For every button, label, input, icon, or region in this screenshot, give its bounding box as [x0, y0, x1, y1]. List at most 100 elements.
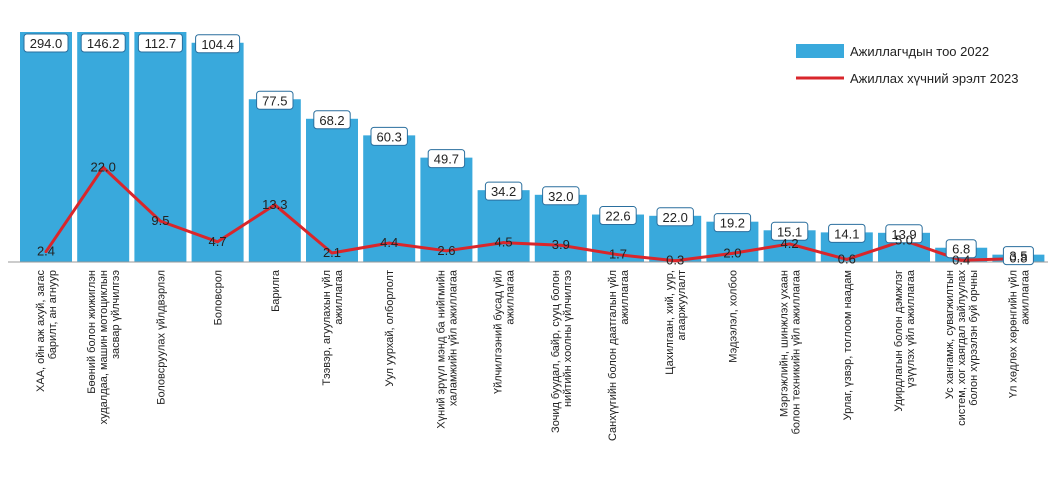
bar-data-label: 6.8 [945, 239, 977, 259]
bar-data-label-text: 60.3 [377, 129, 402, 144]
x-tick-label: Боловсрол [213, 270, 225, 325]
x-tick-label: Цахилгаан, хий, уур,агааржуулалт [664, 270, 688, 375]
x-tick-label: Зочид буудал, байр, сууц болоннийтийн хо… [550, 270, 574, 433]
bar-data-label-box [195, 34, 241, 54]
bar-data-label-text: 14.1 [834, 226, 859, 241]
x-tick-label: Хүний эрүүл мэнд ба нийгмийнхаламжийн үй… [435, 269, 459, 429]
bar-data-label: 104.4 [195, 34, 241, 54]
bar-data-label-text: 68.2 [319, 113, 344, 128]
line-point [673, 259, 677, 263]
bar-data-label-text: 146.2 [87, 36, 120, 51]
line-point [730, 251, 734, 255]
bar [248, 99, 301, 262]
x-tick-label: Үйлчилгээний бусад үйлажиллагаа [493, 269, 517, 394]
x-tick-label: ХАА, ойн аж ахуй, загасбарилт, ан агнуур [35, 270, 59, 392]
bar-data-label-box [1002, 246, 1034, 266]
bar-data-label: 60.3 [370, 126, 408, 146]
bar-data-label-box [656, 207, 694, 227]
bar-data-label: 34.2 [484, 181, 523, 201]
bar-data-label-text: 34.2 [491, 184, 516, 199]
line-data-label: 4.5 [495, 235, 513, 250]
line-data-label: 0.8 [1009, 251, 1027, 266]
line-point [216, 240, 220, 244]
bar-data-label-text: 294.0 [30, 36, 63, 51]
bar-series [20, 32, 1045, 263]
line-path [44, 165, 1019, 263]
line-point [330, 251, 334, 255]
bar-data-labels: 294.0 146.2 112.7 104.4 77.5 68.2 60.3 49.7 34.2… [23, 33, 1034, 266]
bar-data-label-box [599, 206, 637, 226]
bar-data-label-box [137, 33, 183, 53]
line-point [502, 241, 506, 245]
bar-data-label: 13.9 [885, 224, 923, 244]
line-data-label: 2.6 [437, 243, 455, 258]
x-tick-label: Ус хангамж, сувагжилтынсистем, хог хаягд… [944, 270, 980, 426]
x-tick-label: Барилга [270, 269, 282, 312]
bar-data-label-box [23, 33, 69, 53]
legend-swatch-bar [796, 44, 844, 58]
line-data-label: 2.1 [323, 245, 341, 260]
bar [306, 118, 358, 262]
bar-data-label-box [484, 181, 523, 201]
bar-data-label-text: 22.6 [605, 209, 630, 224]
line-data-label: 0.4 [952, 252, 970, 267]
bar-data-label: 14.1 [828, 223, 866, 243]
line-data-label: 4.4 [380, 235, 398, 250]
line-point [44, 250, 48, 254]
line-series [44, 165, 1020, 263]
bar-data-label: 3.5 [1002, 246, 1034, 266]
line-point [101, 165, 105, 169]
line-point [959, 258, 963, 262]
bar-data-label-text: 15.1 [777, 224, 802, 239]
bar-data-label-text: 112.7 [145, 36, 177, 51]
x-tick-label: Мэдээлэл, холбоо [727, 270, 739, 363]
bar [420, 157, 473, 262]
bar-data-label-box [828, 223, 866, 243]
bar-data-label-box [945, 239, 977, 259]
line-data-label: 0.6 [838, 251, 856, 266]
bar-data-label-box [713, 213, 752, 233]
x-tick-label: Үл хөдлөх хөрөнгийн үйлажиллагаа [1007, 269, 1031, 398]
bar-data-label-text: 6.8 [952, 242, 970, 257]
bar-data-label-text: 22.0 [663, 210, 688, 225]
bar [363, 135, 416, 262]
bar-data-label: 22.6 [599, 206, 637, 226]
line-data-label: 13.3 [262, 197, 287, 212]
line-point [158, 219, 162, 223]
line-data-label: 4.7 [209, 234, 227, 249]
line-point [444, 249, 448, 253]
bar-data-label-box [885, 224, 923, 244]
bar-data-label: 68.2 [313, 110, 351, 130]
bar-data-label-text: 32.0 [548, 189, 573, 204]
bar-data-label-box [370, 126, 408, 146]
x-tick-label: Удирдлагын болон дэмжлэгүзүүлэх үйл ажил… [893, 269, 917, 412]
line-data-label: 4.2 [781, 236, 799, 251]
line-data-label: 1.7 [609, 247, 627, 262]
x-tick-label: Санхүүгийн болон даатгалын үйлажиллагаа [607, 269, 631, 441]
x-tick-label: Боловсруулах үйлдвэрлэл [155, 270, 167, 405]
bar-data-label: 146.2 [80, 33, 126, 53]
line-point [845, 257, 849, 261]
legend: Ажиллагчдын тоо 2022 Ажиллах хүчний эрэл… [796, 44, 1019, 86]
line-point [788, 242, 792, 246]
bar-data-label-box [770, 221, 809, 241]
bar-data-label: 77.5 [256, 90, 294, 110]
line-point [273, 203, 277, 207]
bar [534, 194, 587, 262]
bar [477, 190, 530, 262]
bar-data-label: 112.7 [137, 33, 183, 53]
bar-data-label-text: 104.4 [201, 37, 234, 52]
x-tick-labels: ХАА, ойн аж ахуй, загасбарилт, ан агнуур… [35, 269, 1031, 441]
bar-data-label-box [427, 149, 466, 169]
line-data-label: 0.3 [666, 253, 684, 268]
line-data-label: 5.0 [895, 233, 913, 248]
line-point [616, 253, 620, 257]
line-data-labels: 2.4 22.0 9.5 4.7 13.3 2.1 4.4 2.6 4.5 3.9 1.7 0.3 2.… [37, 159, 1027, 267]
legend-label-line: Ажиллах хүчний эрэлт 2023 [850, 71, 1019, 86]
line-data-label: 3.9 [552, 237, 570, 252]
line-data-label: 9.5 [151, 213, 169, 228]
bar-data-label-text: 49.7 [434, 152, 459, 167]
bar-data-label: 22.0 [656, 207, 694, 227]
line-data-label: 2.4 [37, 244, 55, 259]
